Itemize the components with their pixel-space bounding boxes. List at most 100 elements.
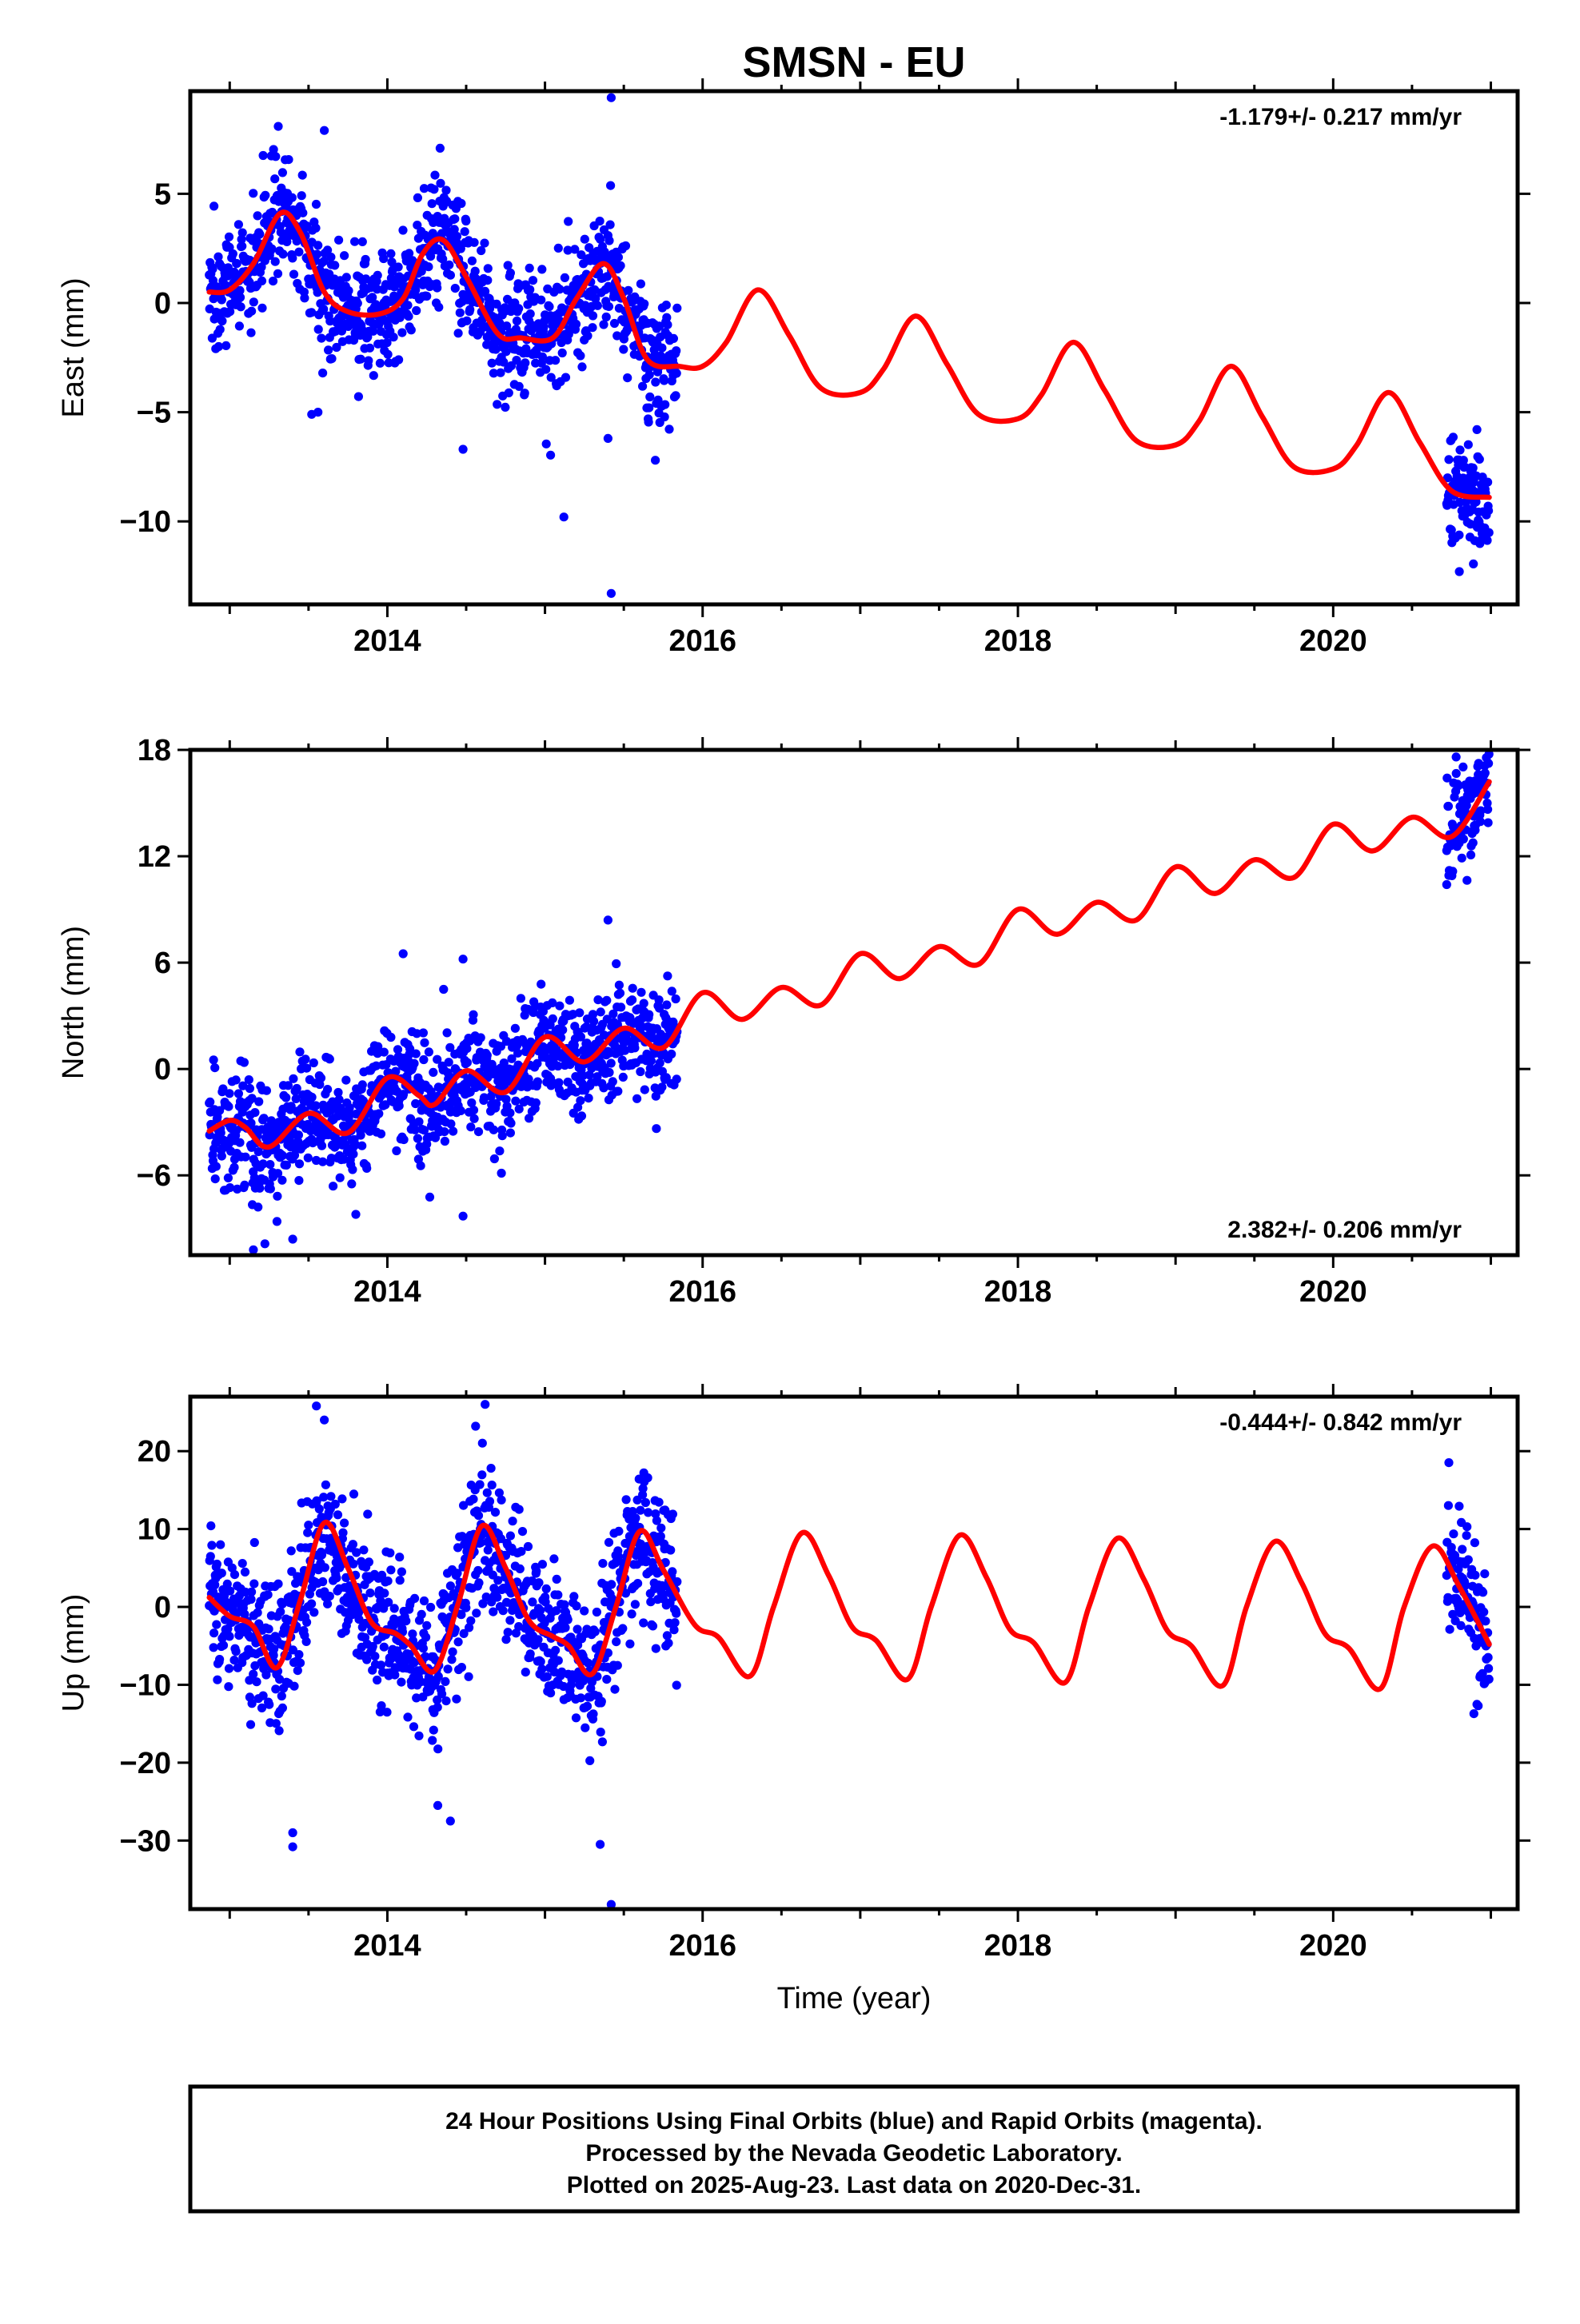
observation-point	[259, 1114, 269, 1123]
observation-point	[481, 286, 490, 296]
observation-point	[409, 1658, 419, 1668]
observation-point	[563, 245, 573, 255]
observation-point	[577, 250, 586, 260]
observation-point	[410, 1125, 420, 1134]
observation-point	[414, 1117, 424, 1126]
observation-point	[330, 1499, 340, 1509]
observation-point	[237, 234, 246, 244]
observation-point	[657, 1082, 667, 1092]
observation-point	[362, 1655, 372, 1664]
observation-point	[644, 417, 653, 427]
observation-point	[525, 1649, 535, 1659]
observation-point	[373, 270, 382, 280]
observation-point	[636, 1066, 645, 1077]
observation-point	[660, 412, 669, 422]
observation-point	[1442, 473, 1452, 483]
observation-point	[584, 1094, 593, 1103]
observation-point	[261, 1670, 271, 1680]
observation-point	[551, 1645, 561, 1655]
observation-point	[216, 1540, 225, 1549]
observation-point	[505, 1108, 515, 1118]
observation-point	[602, 995, 612, 1005]
observation-point	[614, 980, 624, 990]
outlier-point	[458, 1211, 468, 1221]
observation-point	[368, 293, 377, 302]
observation-point	[245, 1083, 254, 1094]
observation-point	[627, 1609, 636, 1619]
observation-point	[493, 1576, 503, 1585]
observation-point	[410, 1593, 420, 1603]
observation-point	[273, 1191, 282, 1201]
observation-point	[349, 1150, 358, 1159]
observation-point	[307, 1092, 317, 1102]
observation-point	[633, 1579, 643, 1589]
y-tick-label: 18	[138, 734, 171, 767]
observation-point	[577, 362, 587, 372]
observation-point	[1457, 853, 1466, 863]
observation-point	[671, 994, 680, 1004]
observation-point	[254, 1097, 264, 1106]
observation-point	[561, 373, 571, 382]
observation-point	[357, 1141, 367, 1150]
observation-point	[482, 1488, 492, 1497]
observation-point	[253, 1608, 262, 1617]
observation-point	[384, 1597, 393, 1607]
observation-point	[422, 1620, 432, 1630]
observation-point	[325, 1592, 334, 1601]
observation-point	[660, 376, 669, 385]
observation-point	[237, 228, 247, 237]
observation-point	[420, 1038, 429, 1047]
observation-point	[1449, 1529, 1458, 1539]
observation-point	[655, 321, 664, 331]
observation-point	[225, 1183, 235, 1193]
observation-point	[639, 999, 648, 1008]
x-tick-label: 2016	[668, 624, 736, 658]
observation-point	[1484, 506, 1494, 516]
observation-point	[596, 1728, 605, 1737]
observation-point	[447, 1655, 457, 1664]
observation-point	[425, 1192, 435, 1202]
observation-point	[457, 198, 466, 209]
observation-point	[555, 285, 565, 294]
observation-point	[663, 971, 672, 981]
observation-point	[505, 1128, 516, 1138]
observation-point	[604, 236, 614, 245]
observation-point	[398, 225, 408, 235]
footer-box: 24 Hour Positions Using Final Orbits (bl…	[188, 2084, 1520, 2214]
observation-point	[381, 1100, 390, 1110]
observation-point	[303, 1528, 313, 1537]
observation-point	[314, 1504, 324, 1514]
y-tick-label: 0	[154, 1591, 171, 1624]
observation-point	[513, 1048, 523, 1058]
observation-point	[514, 1505, 524, 1514]
observation-point	[601, 312, 611, 322]
observation-point	[379, 1047, 389, 1057]
observation-point	[461, 216, 471, 226]
observation-point	[210, 1580, 220, 1590]
observation-point	[643, 1473, 652, 1483]
observation-point	[246, 328, 256, 337]
observation-point	[517, 1547, 526, 1557]
observation-point	[501, 402, 510, 412]
observation-point	[667, 987, 676, 996]
observation-point	[365, 1589, 375, 1598]
observation-point	[209, 201, 219, 211]
observation-point	[573, 1102, 583, 1112]
observation-point	[333, 1510, 343, 1520]
observation-point	[294, 1650, 304, 1660]
observation-point	[406, 325, 416, 335]
outlier-point	[272, 1217, 281, 1226]
observation-point	[376, 1129, 386, 1138]
y-tick-label: −5	[137, 397, 171, 430]
observation-point	[275, 1675, 285, 1684]
observation-point	[268, 277, 278, 286]
observation-point	[592, 1607, 602, 1617]
observation-point	[267, 244, 277, 253]
observation-point	[246, 1118, 256, 1128]
observation-point	[426, 1602, 436, 1612]
observation-point	[466, 1122, 476, 1132]
observation-point	[289, 1681, 299, 1691]
observation-point	[449, 1126, 458, 1136]
observation-point	[668, 1567, 677, 1577]
observation-point	[376, 1660, 386, 1670]
